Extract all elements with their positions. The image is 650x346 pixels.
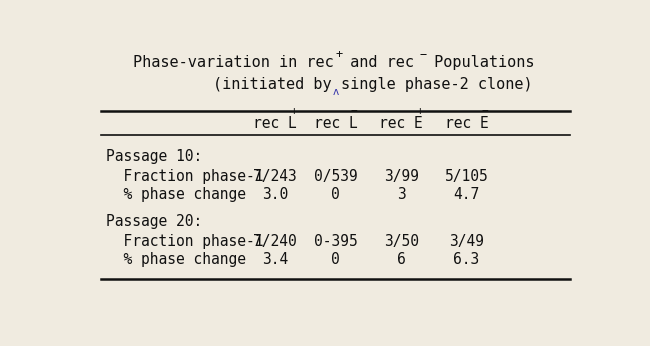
Text: % phase change: % phase change <box>107 187 246 202</box>
Text: 0-395: 0-395 <box>314 234 358 249</box>
Text: 3/49: 3/49 <box>449 234 484 249</box>
Text: 0/539: 0/539 <box>314 169 358 184</box>
Text: 6: 6 <box>396 253 406 267</box>
Text: Passage 20:: Passage 20: <box>107 214 203 229</box>
Text: % phase change: % phase change <box>107 253 246 267</box>
Text: Phase-variation in rec: Phase-variation in rec <box>133 55 334 70</box>
Text: 7/240: 7/240 <box>254 234 297 249</box>
Text: Passage 10:: Passage 10: <box>107 148 203 164</box>
Text: Populations: Populations <box>425 55 535 70</box>
Text: +: + <box>291 106 297 116</box>
Text: 3.0: 3.0 <box>262 187 289 202</box>
Text: rec L: rec L <box>314 116 358 131</box>
Text: 4.7: 4.7 <box>454 187 480 202</box>
Text: 0: 0 <box>332 253 340 267</box>
Text: rec E: rec E <box>445 116 489 131</box>
Text: Fraction phase-1: Fraction phase-1 <box>107 234 264 249</box>
Text: 7/243: 7/243 <box>254 169 297 184</box>
Text: 3.4: 3.4 <box>262 253 289 267</box>
Text: 3/50: 3/50 <box>384 234 419 249</box>
Text: (initiated by: (initiated by <box>213 77 332 92</box>
Text: +: + <box>335 48 343 61</box>
Text: 0: 0 <box>332 187 340 202</box>
Text: −: − <box>420 48 427 61</box>
Text: rec E: rec E <box>379 116 423 131</box>
Text: 3/99: 3/99 <box>384 169 419 184</box>
Text: ʌ: ʌ <box>333 87 339 97</box>
Text: 5/105: 5/105 <box>445 169 489 184</box>
Text: Fraction phase-1: Fraction phase-1 <box>107 169 264 184</box>
Text: and rec: and rec <box>341 55 413 70</box>
Text: 6.3: 6.3 <box>454 253 480 267</box>
Text: 3: 3 <box>396 187 406 202</box>
Text: −: − <box>351 106 358 116</box>
Text: −: − <box>482 106 489 116</box>
Text: single phase-2 clone): single phase-2 clone) <box>341 77 532 92</box>
Text: +: + <box>416 106 423 116</box>
Text: rec L: rec L <box>254 116 297 131</box>
